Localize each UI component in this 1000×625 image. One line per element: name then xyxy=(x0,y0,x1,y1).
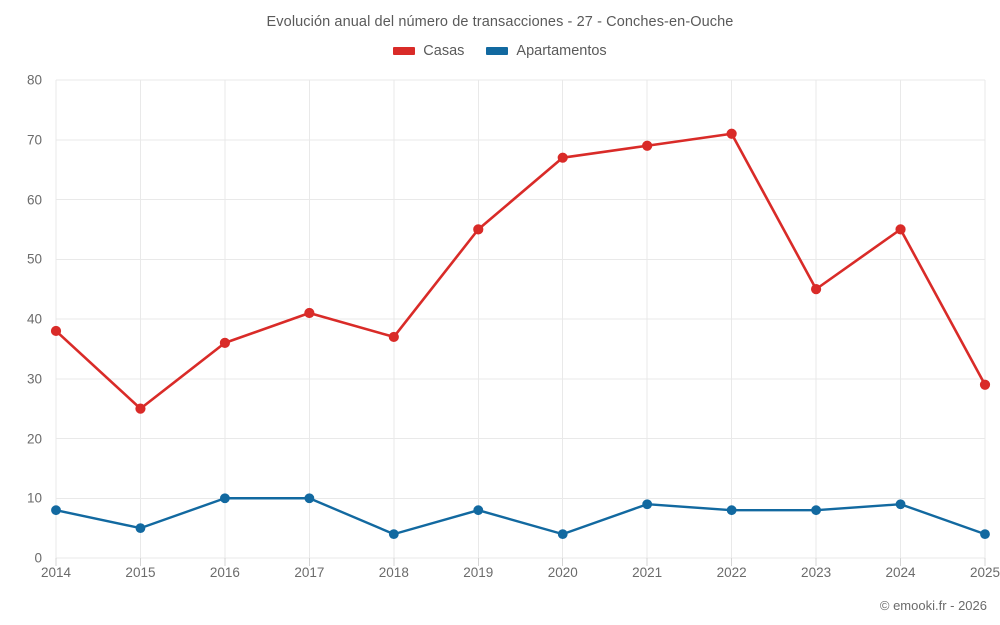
legend-swatch-casas xyxy=(393,47,416,55)
legend-item-apartamentos[interactable]: Apartamentos xyxy=(486,43,607,59)
y-axis-label: 80 xyxy=(26,72,42,88)
x-axis-label-2022: 2022 xyxy=(716,565,747,580)
data-point-casas-2017[interactable] xyxy=(304,307,315,319)
data-point-casas-2023[interactable] xyxy=(810,284,822,295)
data-point-apartamentos-2017[interactable] xyxy=(304,493,315,504)
y-axis-label: 60 xyxy=(26,192,42,207)
y-axis-label: 0 xyxy=(34,550,42,566)
data-point-apartamentos-2016[interactable] xyxy=(220,493,230,504)
x-axis-label-2024: 2024 xyxy=(885,565,916,580)
series-line-apartamentos xyxy=(54,497,987,536)
data-point-apartamentos-2015[interactable] xyxy=(135,523,146,534)
y-axis-label: 50 xyxy=(26,251,42,267)
data-point-apartamentos-2021[interactable] xyxy=(642,499,653,510)
data-point-casas-2022[interactable] xyxy=(726,128,737,139)
data-point-casas-2018[interactable] xyxy=(388,331,399,343)
data-point-casas-2015[interactable] xyxy=(135,403,146,414)
y-axis-label: 30 xyxy=(26,371,42,387)
data-point-casas-2025[interactable] xyxy=(979,379,991,390)
copyright-credit: © emooki.fr - 2026 xyxy=(879,598,987,613)
x-axis-label-2025: 2025 xyxy=(969,565,1000,580)
data-point-casas-2016[interactable] xyxy=(219,337,231,348)
chart-legend: Casas Apartamentos xyxy=(0,43,1000,59)
x-axis-label-2021: 2021 xyxy=(632,565,663,580)
x-axis-label-2015: 2015 xyxy=(125,565,156,580)
data-point-apartamentos-2020[interactable] xyxy=(557,529,568,539)
data-point-apartamentos-2014[interactable] xyxy=(51,505,61,516)
series-line-casas xyxy=(54,132,987,410)
legend-label-casas: Casas xyxy=(423,43,465,59)
data-point-apartamentos-2019[interactable] xyxy=(473,505,484,516)
data-point-apartamentos-2024[interactable] xyxy=(895,499,906,510)
x-axis-label-2018: 2018 xyxy=(378,565,409,580)
chart-title: Evolución anual del número de transaccio… xyxy=(266,14,734,30)
data-point-apartamentos-2018[interactable] xyxy=(388,529,399,539)
x-axis-label-2016: 2016 xyxy=(209,565,240,580)
data-point-casas-2019[interactable] xyxy=(473,224,484,235)
data-point-casas-2020[interactable] xyxy=(557,152,568,163)
legend-item-casas[interactable]: Casas xyxy=(393,43,464,59)
x-axis-label-2014: 2014 xyxy=(40,565,72,580)
y-axis-label: 10 xyxy=(26,490,42,506)
data-point-casas-2021[interactable] xyxy=(642,140,653,151)
x-axis-label-2017: 2017 xyxy=(294,565,325,580)
data-point-apartamentos-2022[interactable] xyxy=(726,505,737,516)
x-axis-label-2020: 2020 xyxy=(547,565,578,580)
data-point-casas-2024[interactable] xyxy=(895,224,906,235)
data-point-casas-2014[interactable] xyxy=(50,325,62,337)
y-axis-label: 70 xyxy=(26,132,42,148)
y-axis-label: 40 xyxy=(26,311,42,327)
y-axis-label: 20 xyxy=(26,431,42,446)
legend-label-apartamentos: Apartamentos xyxy=(516,43,607,59)
x-axis-label-2019: 2019 xyxy=(463,565,494,580)
x-axis-label-2023: 2023 xyxy=(801,565,832,580)
legend-swatch-apartamentos xyxy=(486,47,509,55)
data-point-apartamentos-2023[interactable] xyxy=(811,505,821,516)
data-point-apartamentos-2025[interactable] xyxy=(980,529,990,539)
